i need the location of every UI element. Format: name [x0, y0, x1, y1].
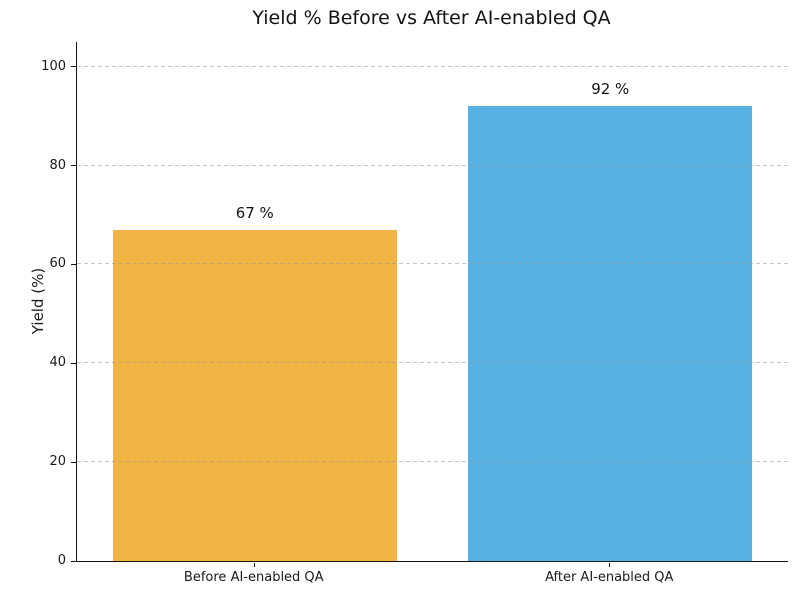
y-tick-mark-40 — [71, 362, 76, 364]
bar-1 — [468, 106, 753, 561]
plot-area: 67 % 92 % — [76, 42, 788, 562]
bar-0 — [112, 229, 397, 561]
gridline-100 — [77, 65, 788, 67]
y-tick-label-40: 40 — [49, 355, 66, 371]
y-tick-mark-20 — [71, 461, 76, 463]
x-tick-mark-1 — [609, 562, 611, 567]
x-tick-mark-0 — [253, 562, 255, 567]
y-tick-label-60: 60 — [49, 256, 66, 272]
y-tick-label-0: 0 — [57, 553, 66, 568]
y-tick-mark-60 — [71, 263, 76, 266]
x-tick-label-0: Before AI-enabled QA — [183, 570, 324, 585]
bar-value-label-0: 67 % — [235, 203, 274, 222]
y-tick-label-100: 100 — [41, 58, 66, 74]
y-axis-label: Yield (%) — [29, 267, 47, 335]
y-tick-mark-0 — [71, 560, 76, 562]
y-tick-mark-100 — [71, 66, 76, 68]
y-tick-label-80: 80 — [49, 157, 66, 173]
chart-title: Yield % Before vs After AI-enabled QA — [252, 7, 611, 29]
bar-value-label-1: 92 % — [591, 80, 630, 99]
y-tick-mark-80 — [71, 165, 76, 167]
y-tick-label-20: 20 — [49, 454, 66, 470]
x-tick-label-1: After AI-enabled QA — [545, 570, 674, 585]
